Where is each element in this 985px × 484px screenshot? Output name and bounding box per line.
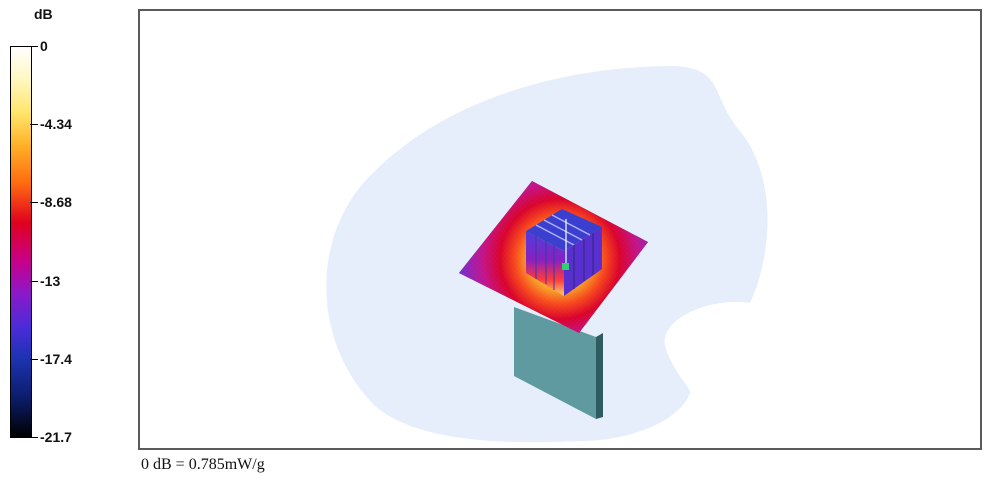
colorbar-tick-label: -13 (40, 273, 61, 289)
colorbar-tick-label: -17.4 (40, 351, 72, 367)
colorbar-tick-label: 0 (40, 38, 48, 54)
colorbar-tick-mark (30, 437, 38, 438)
colorbar-tick-mark (30, 46, 38, 47)
device-body-side (596, 333, 603, 419)
zoom-scan-block (526, 209, 602, 296)
colorbar-tick-label: -4.34 (40, 116, 72, 132)
colorbar-tick-mark (30, 202, 38, 203)
colorbar-tick-mark (30, 359, 38, 360)
device-body (514, 307, 596, 419)
colorbar (10, 46, 32, 438)
colorbar-tick-label: -21.7 (40, 429, 72, 445)
colorbar-tick-label: -8.68 (40, 194, 72, 210)
sar-figure (326, 66, 768, 443)
colorbar-tick-mark (30, 281, 38, 282)
colorbar-tick-mark (30, 124, 38, 125)
colorbar-unit-label: dB (34, 6, 53, 22)
plot-frame (138, 9, 982, 450)
reference-note: 0 dB = 0.785mW/g (141, 456, 265, 473)
